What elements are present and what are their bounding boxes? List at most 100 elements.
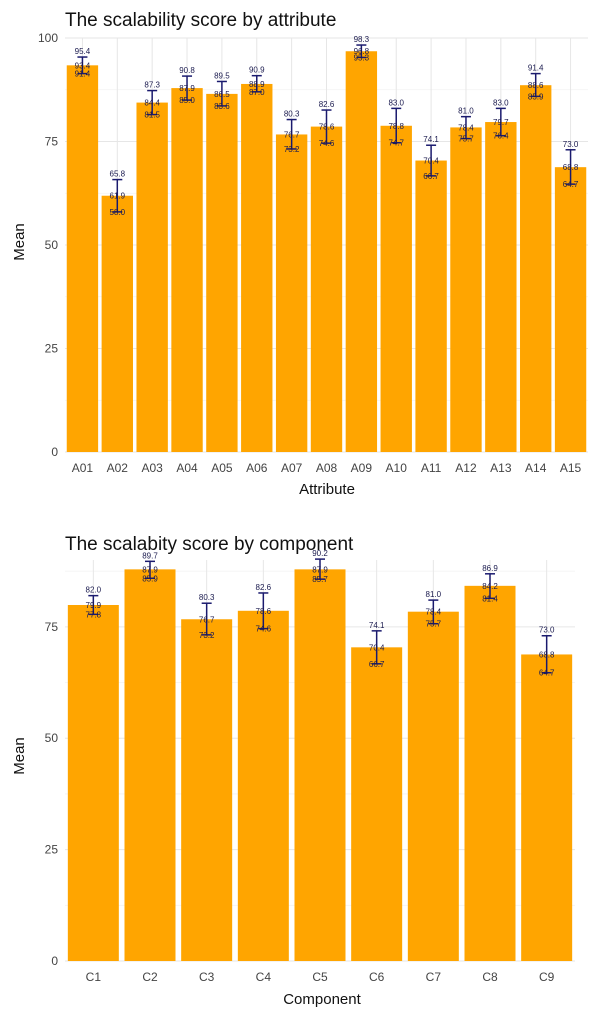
y-tick-label: 50 [45,238,59,252]
data-label-lower: 81.5 [144,111,160,120]
data-label-lower: 85.9 [142,574,158,583]
data-label-upper: 90.8 [179,66,195,75]
x-tick-label: A13 [490,461,512,475]
data-label-lower: 83.6 [214,102,230,111]
y-tick-labels: 0 25 50 75 [45,620,59,968]
x-tick-label: A11 [421,461,442,475]
x-tick-label: C9 [539,970,555,984]
bar [521,654,573,961]
data-label-mean: 61.9 [110,192,126,201]
x-tick-label: C1 [86,970,102,984]
data-label-lower: 95.3 [354,53,370,62]
data-label-mean: 88.9 [249,80,265,89]
x-tick-label: A15 [560,461,582,475]
data-label-upper: 83.0 [493,98,509,107]
x-axis-title: Component [283,991,361,1008]
y-tick-label: 25 [45,843,59,857]
data-label-mean: 96.8 [354,47,370,56]
bar [380,125,412,452]
data-label-upper: 82.6 [319,100,335,109]
data-label-mean: 70.4 [423,157,439,166]
data-label-mean: 68.8 [539,650,555,659]
y-tick-label: 50 [45,731,59,745]
x-tick-label: A08 [316,461,338,475]
x-tick-label: A01 [72,461,94,475]
data-label-mean: 79.9 [86,601,102,610]
x-tick-labels: A01 A02 A03 A04 A05 A06 A07 A08 A09 A10 A11 A12 A13 A… [72,461,582,475]
data-label-upper: 86.9 [482,564,498,573]
data-labels: 95.493.491.465.861.958.087.384.481.590.8… [75,35,579,217]
x-tick-label: C5 [312,970,328,984]
bar [450,127,482,452]
data-label-upper: 80.3 [199,593,215,602]
x-tick-labels: C1 C2 C3 C4 C5 C6 C7 C8 C9 [86,970,555,984]
bar [310,126,343,452]
data-label-mean: 84.4 [144,99,160,108]
bar [237,610,289,961]
data-label-mean: 86.5 [214,90,230,99]
data-label-mean: 87.9 [179,84,195,93]
data-label-upper: 82.0 [86,586,102,595]
x-tick-label: C2 [142,970,158,984]
data-label-mean: 87.9 [312,565,328,574]
y-tick-label: 100 [38,31,58,45]
data-labels: 82.079.977.889.787.985.980.376.773.282.6… [86,549,555,678]
x-tick-label: A10 [386,461,408,475]
data-label-mean: 79.7 [493,118,509,127]
error-bars [77,44,576,213]
data-label-mean: 76.7 [199,615,215,624]
data-label-lower: 85.7 [312,575,328,584]
data-label-lower: 77.8 [86,610,102,619]
data-label-upper: 73.0 [563,140,579,149]
data-label-lower: 64.7 [539,669,555,678]
y-axis-title: Mean [11,223,28,261]
x-axis-title: Attribute [299,481,355,498]
x-tick-label: C3 [199,970,215,984]
bar [294,569,346,961]
x-tick-label: A03 [141,461,163,475]
bar [345,51,378,453]
bar [554,167,587,452]
error-bars [88,558,552,674]
y-tick-labels: 0 25 50 75 100 [38,31,58,459]
data-label-mean: 87.9 [142,565,158,574]
data-label-upper: 73.0 [539,626,555,635]
y-tick-label: 75 [45,620,59,634]
data-label-mean: 78.4 [458,123,474,132]
data-label-upper: 90.2 [312,549,328,558]
data-label-lower: 81.4 [482,594,498,603]
attribute-chart: The scalability score by attribute 95.4 9… [11,10,588,498]
bar [241,83,273,452]
bar [415,160,447,452]
x-tick-label: A07 [281,461,303,475]
data-label-mean: 78.8 [388,122,404,131]
x-tick-label: A05 [211,461,233,475]
y-tick-label: 0 [51,954,58,968]
data-label-lower: 85.0 [179,96,195,105]
data-label-upper: 74.1 [369,621,385,630]
bar [520,85,552,453]
component-chart: The scalabity score by component 82.0 79.… [11,534,575,1008]
data-label-upper: 82.6 [256,583,272,592]
bar [407,611,459,961]
data-label-mean: 76.7 [284,130,300,139]
data-label-lower: 75.7 [458,135,474,144]
data-label-lower: 66.7 [369,660,385,669]
data-label-mean: 70.4 [369,643,385,652]
data-label-lower: 75.7 [426,620,442,629]
y-axis-title: Mean [11,737,28,775]
data-label-upper: 89.7 [142,551,158,560]
data-label-upper: 81.0 [458,107,474,116]
data-label-lower: 74.7 [388,139,404,148]
bars [67,569,573,961]
chart-title: The scalability score by attribute [65,10,336,31]
data-label-mean: 78.6 [319,123,335,132]
x-tick-label: C7 [426,970,442,984]
data-label-lower: 74.6 [319,139,335,148]
x-tick-label: C8 [482,970,498,984]
data-label-upper: 89.5 [214,71,230,80]
data-label-upper: 81.0 [426,590,442,599]
x-tick-label: A09 [351,461,373,475]
data-label-upper: 83.0 [388,98,404,107]
